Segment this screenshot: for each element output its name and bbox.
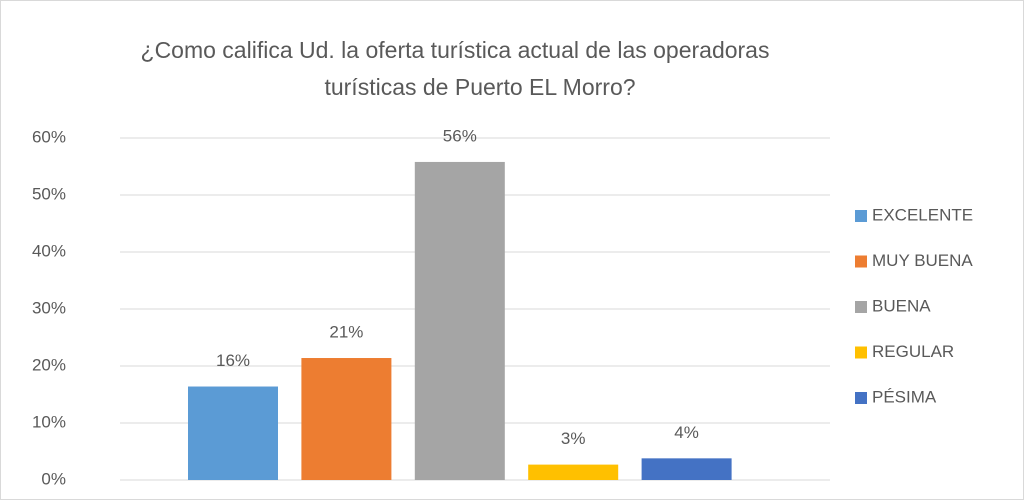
y-tick-label: 50% <box>32 184 66 203</box>
bar <box>641 458 732 480</box>
legend-swatch <box>855 346 867 359</box>
legend-swatch <box>855 301 867 313</box>
data-label: 21% <box>329 323 363 342</box>
legend-label: EXCELENTE <box>872 205 973 224</box>
legend-label: PÉSIMA <box>872 387 937 406</box>
chart-title: ¿Como califica Ud. la oferta turística a… <box>141 37 770 63</box>
y-tick-label: 30% <box>32 298 66 317</box>
y-tick-label: 0% <box>41 469 66 488</box>
y-tick-label: 20% <box>32 355 66 374</box>
legend-swatch <box>855 392 867 404</box>
y-tick-label: 60% <box>32 127 66 146</box>
legend-label: BUENA <box>872 296 931 315</box>
legend-label: REGULAR <box>872 342 954 361</box>
bar <box>414 161 505 480</box>
y-tick-label: 40% <box>32 241 66 260</box>
legend-swatch <box>855 255 867 268</box>
chart-title: turísticas de Puerto EL Morro? <box>324 74 635 100</box>
bar <box>528 464 619 480</box>
data-label: 56% <box>443 126 477 145</box>
data-label: 16% <box>216 351 250 370</box>
y-tick-label: 10% <box>32 412 66 431</box>
legend-label: MUY BUENA <box>872 251 973 270</box>
legend-swatch <box>855 210 867 222</box>
bar <box>188 386 278 480</box>
data-label: 4% <box>674 423 699 442</box>
bar <box>301 358 392 480</box>
data-label: 3% <box>561 429 586 448</box>
